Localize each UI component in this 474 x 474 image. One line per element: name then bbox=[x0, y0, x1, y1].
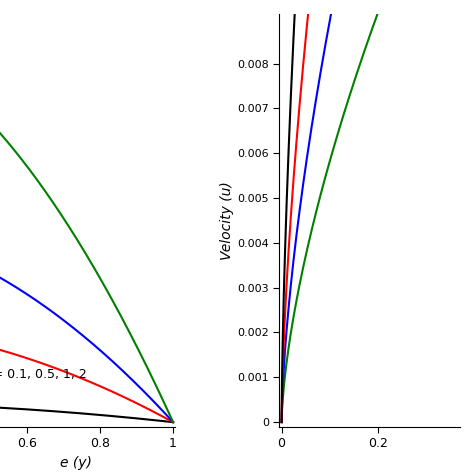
Y-axis label: Velocity (u): Velocity (u) bbox=[220, 181, 234, 260]
X-axis label: e (y): e (y) bbox=[60, 456, 91, 470]
Text: A = 0.1, 0.5, 1, 2: A = 0.1, 0.5, 1, 2 bbox=[0, 368, 87, 381]
